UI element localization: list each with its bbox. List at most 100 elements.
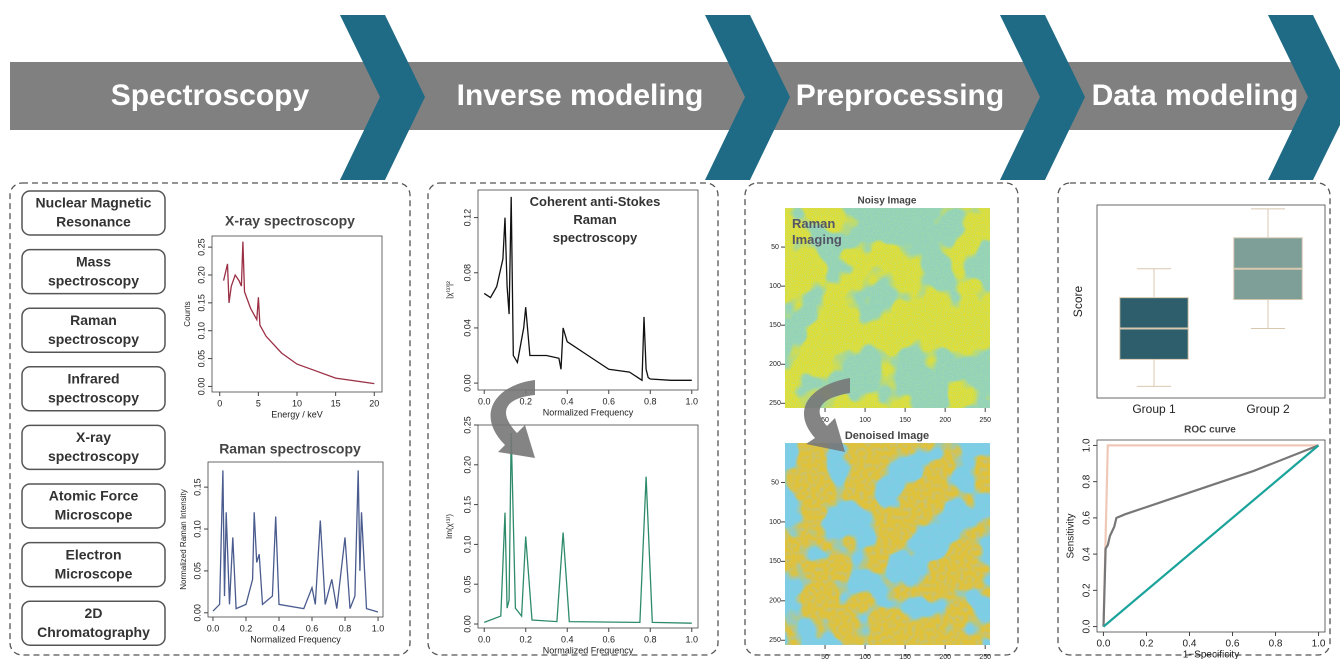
x-tick-label: 1.0 <box>686 396 699 406</box>
x-tick-label: 0.8 <box>644 634 657 644</box>
plot-title: ROC curve <box>1184 425 1236 436</box>
x-tick-label: 100 <box>859 654 871 659</box>
x-tick-label: 0.6 <box>1226 639 1240 650</box>
x-tick-label: 150 <box>899 417 911 424</box>
y-tick-label: 0.15 <box>196 294 206 312</box>
x-tick-label: 10 <box>292 398 302 408</box>
y-tick-label: 0.20 <box>196 266 206 284</box>
step-label: Spectroscopy <box>111 79 310 112</box>
y-tick-label: 0.10 <box>192 520 202 538</box>
y-tick-label: 0.2 <box>1082 583 1093 597</box>
denoised-image-noise <box>785 443 990 645</box>
diagram: Spectroscopy Inverse modeling Preprocessin… <box>0 0 1340 659</box>
plot-frame <box>212 236 382 392</box>
y-tick-label: 0.05 <box>192 562 202 580</box>
y-tick-label: 1.0 <box>1082 438 1093 452</box>
x-axis-label: Normalized Frequency <box>543 645 634 655</box>
x-tick-label: 0.6 <box>602 634 615 644</box>
x-tick-label: 1.0 <box>686 634 699 644</box>
y-tick-label: 50 <box>771 479 779 486</box>
x-tick-label: 250 <box>979 417 991 424</box>
x-tick-label: 0.4 <box>561 396 574 406</box>
y-tick-label: 0.0 <box>1082 619 1093 633</box>
technique-label: spectroscopy <box>48 448 139 464</box>
x-tick-label: 5 <box>256 398 261 408</box>
technique-label: Chromatography <box>37 624 150 640</box>
x-tick-label: 0.2 <box>519 634 532 644</box>
x-tick-label: 0.8 <box>644 396 657 406</box>
y-tick-label: 200 <box>769 361 781 368</box>
x-tick-label: 0.8 <box>1269 639 1283 650</box>
x-tick-label: 15 <box>331 398 341 408</box>
y-tick-label: 0.15 <box>462 496 472 514</box>
y-tick-label: 0.10 <box>196 322 206 340</box>
y-tick-label: 0.12 <box>462 209 472 227</box>
y-tick-label: 150 <box>769 558 781 565</box>
technique-label: Microscope <box>55 565 133 581</box>
x-tick-label: 1.0 <box>372 623 385 633</box>
step-label: Data modeling <box>1092 79 1299 112</box>
y-tick-label: 0.04 <box>462 319 472 337</box>
x-tick-label: 50 <box>821 654 829 659</box>
technique-label: Infrared <box>67 371 119 387</box>
plot-title: Noisy Image <box>858 196 917 207</box>
y-tick-label: 0.05 <box>196 350 206 368</box>
x-tick-label: 0.4 <box>273 623 286 633</box>
step-label: Inverse modeling <box>457 79 704 112</box>
x-tick-label: Group 1 <box>1132 402 1176 416</box>
x-tick-label: 0.2 <box>240 623 253 633</box>
y-tick-label: 100 <box>769 519 781 526</box>
x-tick-label: 0.6 <box>306 623 319 633</box>
x-tick-label: 100 <box>859 417 871 424</box>
x-tick-label: 0.0 <box>1096 639 1110 650</box>
x-tick-label: 0.0 <box>478 396 491 406</box>
y-tick-label: 0.00 <box>192 604 202 622</box>
y-tick-label: 0.00 <box>462 615 472 633</box>
x-tick-label: 0.8 <box>339 623 352 633</box>
plot-title: Raman spectroscopy <box>219 441 361 457</box>
x-tick-label: Group 2 <box>1246 402 1290 416</box>
y-tick-label: 200 <box>769 598 781 605</box>
y-tick-label: 0.4 <box>1082 547 1093 561</box>
x-tick-label: 1.0 <box>1312 639 1326 650</box>
technique-label: spectroscopy <box>48 272 139 288</box>
x-tick-label: 200 <box>939 417 951 424</box>
y-tick-label: 0.25 <box>462 416 472 434</box>
x-tick-label: 20 <box>369 398 379 408</box>
y-tick-label: 100 <box>769 283 781 290</box>
y-axis-label: |χ⁽³⁾|² <box>445 281 454 299</box>
y-tick-label: 50 <box>771 244 779 251</box>
y-tick-label: 0.20 <box>462 456 472 474</box>
plot-title: Denoised Image <box>845 430 929 442</box>
series-line <box>1104 445 1319 626</box>
y-tick-label: 250 <box>769 400 781 407</box>
x-axis-label: 1−Specificity <box>1183 650 1239 659</box>
y-tick-label: 0.00 <box>196 378 206 396</box>
y-axis-label: Counts <box>183 301 192 326</box>
x-tick-label: 250 <box>979 654 991 659</box>
step-label: Preprocessing <box>796 79 1004 112</box>
y-axis-label: Sensitivity <box>1066 513 1077 558</box>
x-tick-label: 200 <box>939 654 951 659</box>
y-tick-label: 0.15 <box>192 478 202 496</box>
y-axis-label: Score <box>1071 286 1085 318</box>
technique-label: spectroscopy <box>48 390 139 406</box>
series-line <box>224 242 375 384</box>
x-tick-label: 0.2 <box>519 396 532 406</box>
y-tick-label: 0.6 <box>1082 511 1093 525</box>
series-line <box>484 433 692 623</box>
x-tick-label: 0.0 <box>478 634 491 644</box>
technique-label: Raman <box>70 312 117 328</box>
technique-label: 2D <box>85 605 103 621</box>
technique-label: Resonance <box>56 214 131 230</box>
x-tick-label: 0.0 <box>207 623 220 633</box>
technique-label: spectroscopy <box>48 331 139 347</box>
technique-label: Nuclear Magnetic <box>36 195 152 211</box>
technique-label: Microscope <box>55 507 133 523</box>
x-axis-label: Normalized Frequency <box>543 407 634 417</box>
x-tick-label: 0.6 <box>602 396 615 406</box>
technique-label: Electron <box>65 546 121 562</box>
y-tick-label: 0.25 <box>196 238 206 256</box>
